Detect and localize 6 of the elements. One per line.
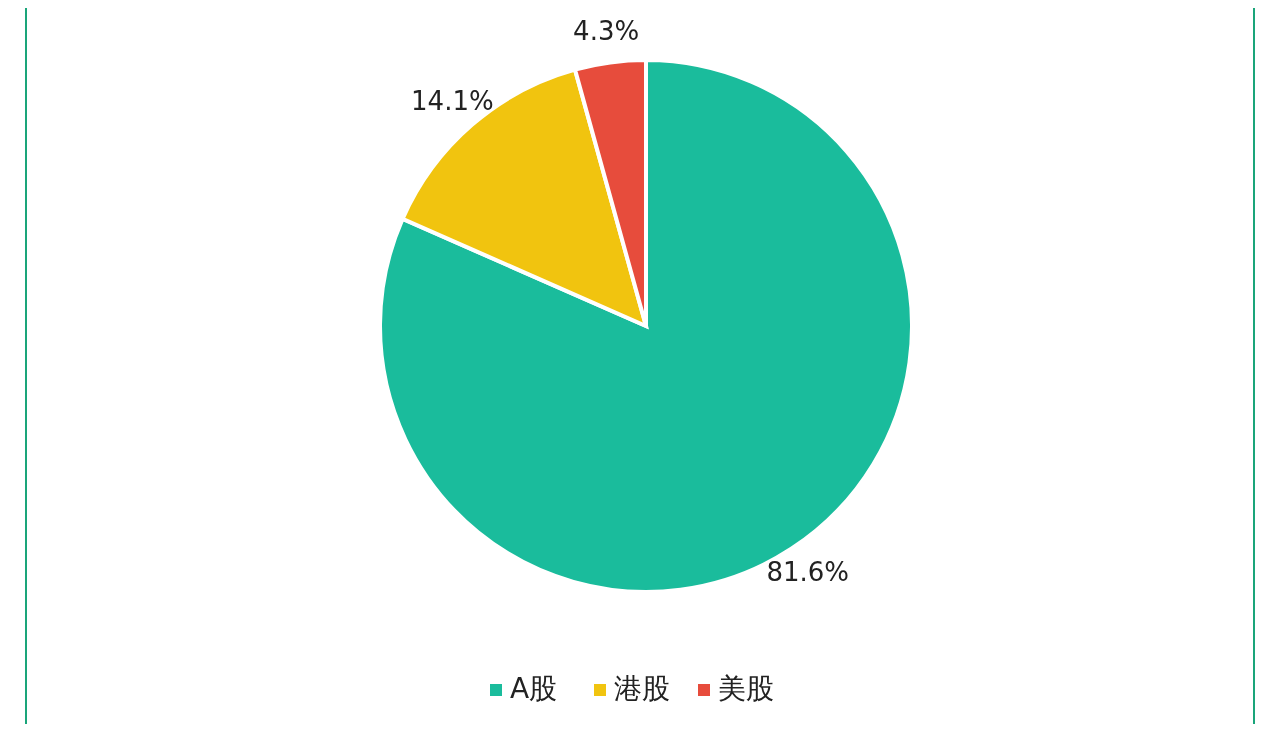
data-label: 14.1% (411, 85, 494, 116)
data-label: 81.6% (766, 557, 850, 588)
legend-label: A股 (510, 672, 558, 705)
legend-label: 美股 (718, 672, 774, 705)
data-label: 4.3% (573, 16, 640, 47)
legend-label: 港股 (614, 672, 670, 705)
